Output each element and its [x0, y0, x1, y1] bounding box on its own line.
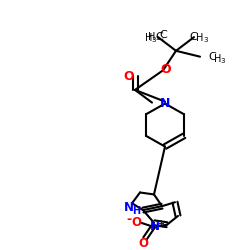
Text: O: O	[161, 63, 171, 76]
Text: H: H	[196, 33, 203, 43]
Text: H: H	[214, 54, 222, 64]
Text: C: C	[155, 32, 163, 42]
Text: -: -	[126, 213, 132, 226]
Text: 3: 3	[204, 37, 208, 43]
Text: H: H	[132, 206, 140, 216]
Text: ₃: ₃	[156, 33, 158, 42]
Text: N: N	[160, 97, 170, 110]
Text: 3: 3	[152, 37, 156, 43]
Text: H: H	[145, 33, 153, 43]
Text: C: C	[208, 52, 216, 62]
Text: C: C	[189, 32, 197, 42]
Text: N: N	[124, 201, 134, 214]
Text: H: H	[148, 32, 156, 42]
Text: 3: 3	[221, 58, 225, 64]
Text: C: C	[159, 30, 167, 40]
Text: O: O	[131, 216, 141, 229]
Text: N: N	[150, 220, 160, 233]
Text: O: O	[138, 237, 148, 250]
Text: +: +	[158, 219, 164, 228]
Text: O: O	[124, 70, 134, 83]
